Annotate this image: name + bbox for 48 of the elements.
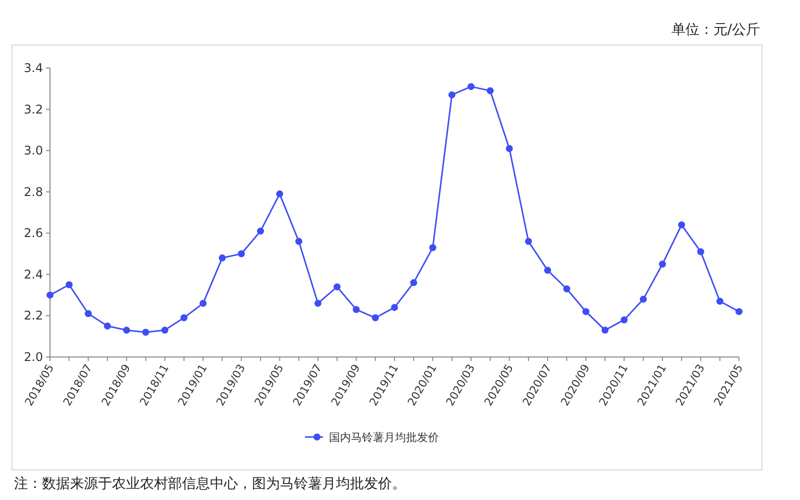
point	[563, 285, 570, 292]
point	[276, 190, 284, 198]
point	[468, 83, 475, 90]
point	[180, 314, 188, 322]
point	[200, 300, 207, 307]
point	[678, 221, 686, 228]
point	[524, 238, 532, 245]
point	[104, 322, 111, 330]
y-tick-label: 2.2	[24, 308, 43, 323]
text: 注：数据来源于农业农村部信息中心，图为马铃薯月均批发价。	[14, 476, 406, 492]
point	[218, 254, 226, 262]
y-tick-label: 3.4	[24, 61, 43, 75]
point	[582, 308, 590, 316]
point	[602, 326, 609, 334]
point	[334, 283, 341, 290]
point	[161, 326, 168, 334]
y-tick-label: 3.0	[24, 144, 43, 158]
text: 单位：元/公斤	[671, 22, 760, 38]
y-tick-label: 2.8	[24, 184, 43, 199]
y-tick-label: 2.4	[24, 267, 43, 282]
point	[66, 281, 73, 288]
point	[295, 238, 302, 245]
point	[448, 91, 456, 98]
point	[142, 328, 150, 336]
point	[620, 316, 628, 324]
point	[352, 306, 360, 314]
point	[46, 292, 54, 299]
point	[429, 244, 436, 252]
point	[372, 314, 379, 322]
point	[391, 304, 398, 311]
y-tick-label: 2.6	[24, 226, 43, 240]
legend-label: 国内马铃薯月均批发价	[329, 431, 439, 444]
point	[314, 300, 322, 307]
point	[544, 266, 552, 274]
point	[123, 326, 130, 334]
point	[506, 145, 513, 152]
point	[84, 310, 92, 318]
y-tick-label: 2.0	[24, 350, 43, 364]
y-tick-label: 3.2	[24, 102, 43, 116]
point	[697, 248, 704, 256]
point	[736, 308, 742, 316]
point	[238, 250, 245, 258]
point	[257, 228, 264, 235]
point	[716, 298, 724, 305]
point	[410, 279, 418, 286]
point	[658, 260, 666, 268]
point	[486, 87, 494, 94]
point	[640, 296, 647, 303]
